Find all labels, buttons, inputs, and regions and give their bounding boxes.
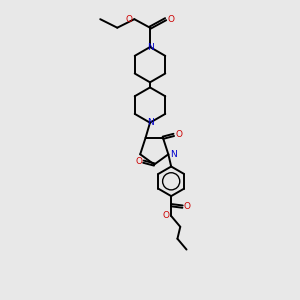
Text: O: O: [135, 157, 142, 166]
Text: N: N: [147, 43, 153, 52]
Text: O: O: [126, 15, 133, 24]
Text: O: O: [163, 212, 170, 220]
Text: N: N: [170, 150, 176, 159]
Text: O: O: [184, 202, 191, 211]
Text: O: O: [175, 130, 182, 140]
Text: O: O: [167, 15, 174, 24]
Text: N: N: [147, 118, 153, 127]
